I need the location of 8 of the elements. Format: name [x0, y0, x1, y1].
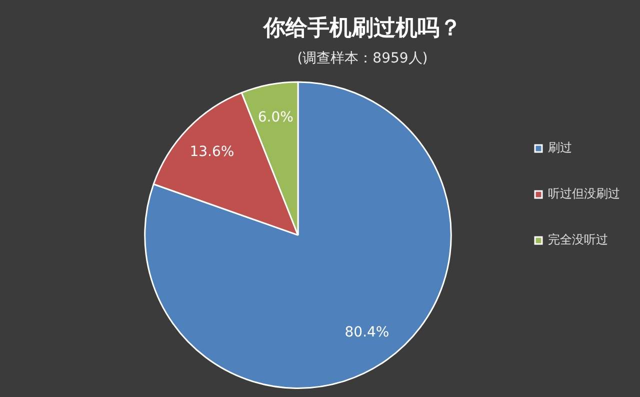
- data-label: 6.0%: [258, 109, 294, 126]
- chart-title: 你给手机刷过机吗？: [262, 16, 462, 41]
- legend-label: 完全没听过: [548, 232, 608, 247]
- data-label: 13.6%: [190, 144, 234, 160]
- chart-subtitle: (调查样本：8959人): [297, 50, 428, 66]
- data-label: 80.4%: [344, 324, 390, 340]
- legend-label: 听过但没刷过: [548, 186, 620, 201]
- legend-label: 刷过: [548, 140, 572, 155]
